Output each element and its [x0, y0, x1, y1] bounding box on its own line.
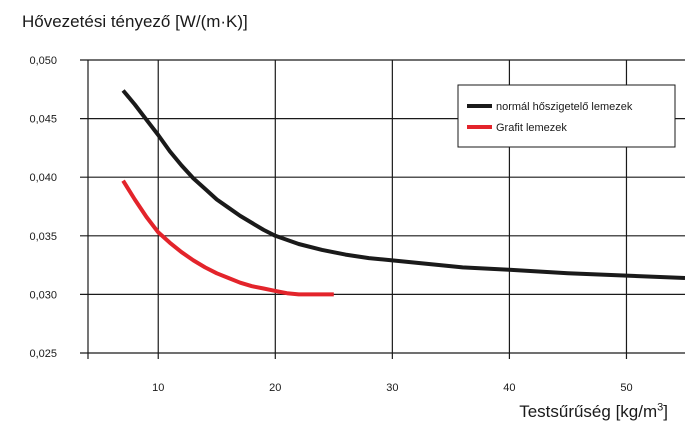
series-line-2	[121, 179, 334, 297]
y-tick-label: 0,040	[29, 172, 57, 184]
y-tick-label: 0,025	[29, 348, 57, 360]
x-axis-title-superscript: 3	[657, 401, 664, 414]
x-tick-label: 40	[503, 382, 515, 394]
y-axis-ticks: 0,025 0,030 0,035 0,040 0,045 0,050	[29, 55, 57, 360]
x-tick-label: 20	[269, 382, 281, 394]
y-tick-label: 0,030	[29, 289, 57, 301]
y-tick-label: 0,050	[29, 55, 57, 67]
y-tick-label: 0,035	[29, 231, 57, 243]
legend-box	[457, 84, 676, 148]
x-axis-ticks: 10 20 30 40 50	[152, 382, 632, 394]
legend-label: Grafit lemezek	[496, 122, 567, 134]
x-tick-label: 10	[152, 382, 164, 394]
grid	[80, 59, 685, 359]
chart-title: Hővezetési tényező [W/(m·K)]	[22, 12, 248, 31]
series-lines	[121, 89, 685, 297]
x-axis-title-end: ]	[663, 402, 668, 421]
x-tick-label: 50	[620, 382, 632, 394]
x-axis-title-text: Testsűrűség [kg/m	[519, 402, 658, 421]
x-tick-label: 30	[386, 382, 398, 394]
legend: normál hőszigetelő lemezek Grafit lemezek	[457, 84, 676, 148]
legend-label: normál hőszigetelő lemezek	[496, 101, 633, 113]
x-axis-title: Testsűrűség [kg/m3]	[519, 402, 668, 422]
series-line-1	[121, 89, 685, 280]
y-tick-label: 0,045	[29, 114, 57, 126]
